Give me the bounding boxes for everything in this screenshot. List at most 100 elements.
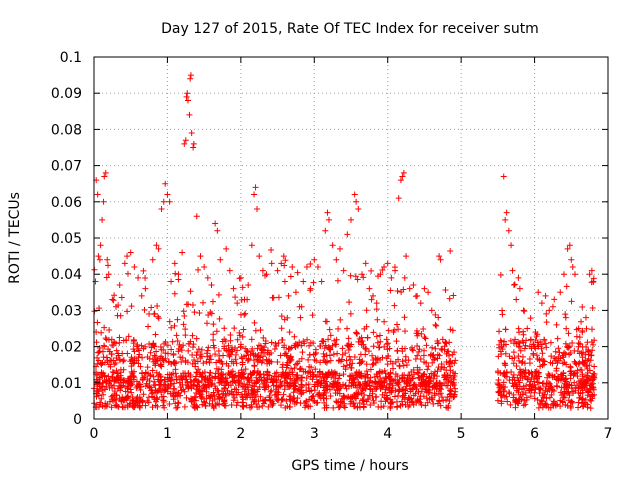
data-point (212, 220, 219, 227)
data-point (435, 314, 442, 321)
data-point (438, 345, 445, 352)
data-point (513, 362, 520, 369)
data-point (157, 378, 164, 385)
data-point (369, 352, 376, 359)
data-point (103, 403, 110, 410)
data-point (310, 340, 317, 347)
data-point (173, 404, 180, 411)
data-point (314, 379, 321, 386)
data-point (306, 351, 313, 358)
data-point (345, 342, 352, 349)
data-point (278, 325, 285, 332)
data-point (344, 325, 351, 332)
data-point (387, 404, 394, 411)
data-point (389, 399, 396, 406)
y-tick-label: 0.02 (51, 340, 82, 356)
data-point (105, 271, 112, 278)
data-point (322, 318, 329, 325)
data-point (210, 336, 217, 343)
data-point (136, 351, 143, 358)
data-point (291, 342, 298, 349)
data-point (566, 381, 573, 388)
data-point (562, 350, 569, 357)
data-point (502, 216, 509, 223)
data-point (391, 302, 398, 309)
data-point (502, 326, 509, 333)
data-point (165, 350, 172, 357)
data-point (242, 366, 249, 373)
data-point (574, 373, 581, 380)
data-point (346, 361, 353, 368)
data-point (275, 339, 282, 346)
data-point (575, 378, 582, 385)
data-point (172, 270, 179, 277)
data-point (208, 310, 215, 317)
data-point (99, 216, 106, 223)
data-point (498, 351, 505, 358)
data-point (429, 396, 436, 403)
data-point (187, 288, 194, 295)
data-point (565, 397, 572, 404)
data-point (380, 403, 387, 410)
data-point (389, 382, 396, 389)
data-point (344, 231, 351, 238)
data-point (300, 338, 307, 345)
data-point (111, 292, 118, 299)
data-point (509, 380, 516, 387)
data-point (193, 335, 200, 342)
data-point (362, 260, 369, 267)
data-point (337, 383, 344, 390)
data-point (250, 350, 257, 357)
data-point (533, 352, 540, 359)
data-point (433, 373, 440, 380)
data-point (563, 361, 570, 368)
data-point (568, 256, 575, 263)
data-point (116, 382, 123, 389)
data-point (268, 387, 275, 394)
data-point (265, 403, 272, 410)
data-point (391, 393, 398, 400)
data-point (183, 93, 190, 100)
data-point (157, 344, 164, 351)
data-point (520, 331, 527, 338)
data-point (226, 267, 233, 274)
data-point (286, 370, 293, 377)
data-point (364, 334, 371, 341)
data-point (241, 296, 248, 303)
data-point (351, 353, 358, 360)
data-point (200, 299, 207, 306)
data-point (142, 285, 149, 292)
data-point (579, 371, 586, 378)
data-point (388, 387, 395, 394)
data-point (285, 345, 292, 352)
data-point (433, 379, 440, 386)
y-tick-label: 0.08 (51, 122, 82, 138)
data-point (142, 370, 149, 377)
data-point (442, 339, 449, 346)
data-point (323, 395, 330, 402)
data-point (388, 274, 395, 281)
data-point (354, 276, 361, 283)
data-point (563, 384, 570, 391)
data-point (363, 368, 370, 375)
data-point (381, 367, 388, 374)
data-point (105, 373, 112, 380)
data-point (280, 369, 287, 376)
data-point (242, 310, 249, 317)
data-point (568, 370, 575, 377)
data-point (402, 353, 409, 360)
data-point (557, 376, 564, 383)
data-point (438, 361, 445, 368)
data-point (251, 363, 258, 370)
data-point (203, 384, 210, 391)
data-point (563, 283, 570, 290)
data-point (226, 352, 233, 359)
data-point (206, 359, 213, 366)
data-point (443, 350, 450, 357)
data-point (348, 365, 355, 372)
data-point (563, 343, 570, 350)
data-point (225, 342, 232, 349)
data-point (394, 380, 401, 387)
data-point (572, 360, 579, 367)
data-point (198, 374, 205, 381)
